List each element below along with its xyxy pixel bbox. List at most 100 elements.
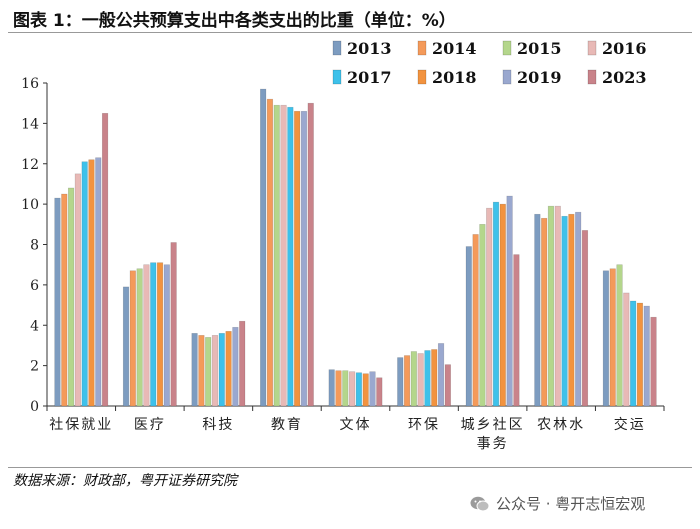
bar-2017-3 xyxy=(287,106,294,407)
bar-2013-5 xyxy=(397,357,404,407)
bar-2016-7 xyxy=(554,205,561,407)
y-tick-label: 16 xyxy=(21,76,39,92)
legend-label-2014: 2014 xyxy=(432,39,477,58)
bar-2017-8 xyxy=(630,300,637,407)
bar-2014-8 xyxy=(609,268,616,407)
legend-swatch-2013 xyxy=(332,40,342,56)
bar-2016-0 xyxy=(74,173,81,407)
bar-2014-2 xyxy=(198,335,205,407)
bar-2023-5 xyxy=(444,364,451,407)
bar-2018-0 xyxy=(88,159,95,407)
bar-2017-0 xyxy=(81,161,88,407)
source-note: 数据来源：财政部，粤开证券研究院 xyxy=(13,473,237,489)
bar-2023-0 xyxy=(101,112,109,407)
bar-2018-8 xyxy=(636,302,644,407)
chart-title: 图表 1：一般公共预算支出中各类支出的比重（单位：%） xyxy=(13,11,456,31)
legend-swatch-2017 xyxy=(332,69,342,85)
bar-2016-1 xyxy=(143,264,150,407)
bar-2016-2 xyxy=(211,335,219,407)
y-tick-label: 6 xyxy=(30,278,39,294)
x-tick-label: 科技 xyxy=(202,417,234,433)
y-tick-label: 14 xyxy=(21,116,39,132)
bar-2015-3 xyxy=(273,104,280,407)
bar-2014-1 xyxy=(129,270,136,407)
x-tick-label: 教育 xyxy=(271,417,303,433)
bar-2017-1 xyxy=(150,262,157,407)
bar-2019-6 xyxy=(506,195,513,407)
title-divider xyxy=(8,32,692,33)
bar-2019-4 xyxy=(369,371,376,407)
bar-2014-7 xyxy=(541,217,548,407)
bar-2019-1 xyxy=(163,264,170,407)
bar-2018-5 xyxy=(431,349,438,407)
bar-2017-4 xyxy=(355,372,363,407)
bar-2015-4 xyxy=(342,370,349,407)
bar-2017-2 xyxy=(218,333,225,407)
x-tick-label: 医疗 xyxy=(134,417,166,433)
legend-label-2023: 2023 xyxy=(602,68,647,87)
x-tick-label: 文体 xyxy=(340,417,372,433)
bar-2015-2 xyxy=(205,337,212,407)
bar-2018-3 xyxy=(294,110,301,407)
bar-2016-3 xyxy=(280,104,287,407)
bar-2015-6 xyxy=(479,224,486,407)
bar-2015-8 xyxy=(616,264,623,407)
y-tick-label: 8 xyxy=(30,238,39,254)
bar-2013-7 xyxy=(534,213,541,407)
x-tick-label: 交运 xyxy=(614,416,646,433)
bar-2016-8 xyxy=(623,292,630,407)
x-tick-label: 城乡社区 xyxy=(461,417,525,433)
footer-divider xyxy=(8,467,692,468)
legend-label-2018: 2018 xyxy=(432,68,477,87)
bar-2017-7 xyxy=(561,215,568,407)
bar-2019-0 xyxy=(95,157,102,407)
legend-swatch-2018 xyxy=(417,69,427,85)
bar-2015-5 xyxy=(410,351,417,407)
legend-label-2016: 2016 xyxy=(602,39,647,58)
bar-2018-4 xyxy=(362,373,369,407)
y-tick-label: 12 xyxy=(21,157,39,173)
wechat-icon xyxy=(470,496,490,511)
bar-2013-1 xyxy=(122,286,130,407)
bar-2018-6 xyxy=(499,203,506,407)
bar-2013-2 xyxy=(191,333,198,407)
legend-label-2019: 2019 xyxy=(517,68,562,87)
bar-2013-3 xyxy=(260,88,267,407)
legend-label-2013: 2013 xyxy=(347,39,392,58)
bar-2019-2 xyxy=(232,326,239,407)
legend-swatch-2016 xyxy=(587,40,597,56)
bar-2019-5 xyxy=(437,343,445,407)
legend-label-2015: 2015 xyxy=(517,39,562,58)
legend-swatch-2023 xyxy=(587,69,597,85)
y-tick-label: 2 xyxy=(30,359,39,375)
watermark: 公众号 · 粤开志恒宏观 xyxy=(470,493,645,514)
bar-2023-6 xyxy=(513,254,520,407)
bar-2016-4 xyxy=(348,371,356,407)
bar-2019-3 xyxy=(300,110,308,407)
legend-swatch-2014 xyxy=(417,40,427,56)
bar-2023-7 xyxy=(581,230,589,407)
watermark-text: 公众号 · 粤开志恒宏观 xyxy=(496,495,646,513)
bar-2018-7 xyxy=(568,213,575,407)
y-tick-label: 10 xyxy=(21,197,39,213)
bar-2018-1 xyxy=(156,262,164,407)
bar-2023-3 xyxy=(307,102,314,407)
bar-2023-1 xyxy=(170,242,177,407)
bar-2014-5 xyxy=(403,355,411,407)
x-tick-label: 社保就业 xyxy=(49,417,113,433)
bar-2014-0 xyxy=(61,193,68,407)
bar-2023-8 xyxy=(650,316,657,407)
bar-2019-7 xyxy=(575,211,582,407)
legend-swatch-2019 xyxy=(502,69,512,85)
bar-2014-4 xyxy=(335,370,342,407)
bar-2013-6 xyxy=(465,246,472,407)
bar-2013-0 xyxy=(54,197,61,407)
bar-2015-0 xyxy=(67,187,75,407)
bar-2017-6 xyxy=(492,201,500,407)
x-tick-label: 环保 xyxy=(408,417,440,433)
bar-2015-1 xyxy=(136,268,143,407)
legend-label-2017: 2017 xyxy=(347,68,392,87)
y-tick-label: 4 xyxy=(30,318,39,334)
bar-2014-6 xyxy=(472,234,479,407)
